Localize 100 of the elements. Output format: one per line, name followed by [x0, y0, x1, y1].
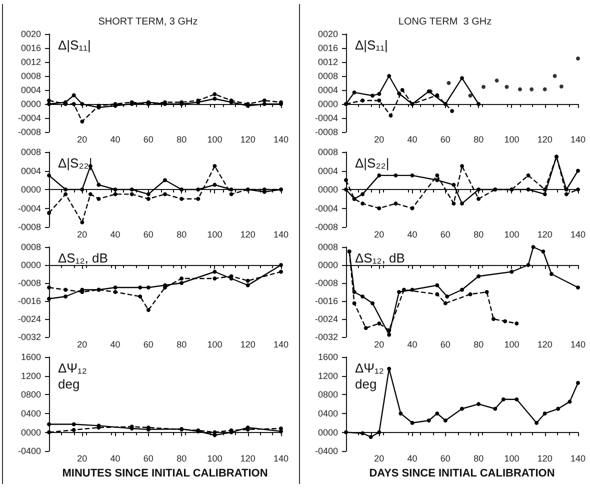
y-tick-label: 0008	[318, 242, 338, 252]
y-tick-label: -0008	[18, 278, 41, 288]
y-tick-label: 0000	[318, 427, 338, 438]
y-tick-label: -0400	[314, 446, 338, 456]
y-tick-label: 1600	[318, 352, 338, 362]
x-tick-label: 60	[440, 230, 450, 240]
x-tick-label: 140	[273, 340, 289, 350]
y-tick-label: 0000	[20, 260, 41, 270]
chart-title: Δ|S₂₂|	[355, 156, 390, 170]
x-tick-label: 60	[440, 134, 450, 144]
y-tick-label: 0008	[318, 71, 338, 81]
y-tick-label: 0004	[20, 85, 41, 95]
y-tick-label: 0012	[20, 57, 41, 67]
y-tick-label: -0008	[314, 278, 338, 288]
y-tick-label: 0000	[318, 99, 338, 109]
x-tick-label: 120	[240, 134, 256, 144]
x-tick-label: 40	[110, 454, 120, 464]
x-tick-label: 140	[570, 230, 586, 240]
x-tick-label: 20	[374, 454, 384, 464]
x-tick-label: 80	[176, 134, 187, 144]
x-tick-label: 140	[273, 454, 289, 464]
y-tick-label: -0008	[18, 127, 41, 137]
y-tick-label: 0016	[20, 43, 41, 53]
y-tick-label: -0032	[314, 332, 338, 342]
x-tick-label: 140	[570, 134, 586, 144]
x-tick-label: 120	[240, 454, 256, 464]
chart-title: Δ|S₁₁|	[355, 38, 388, 52]
x-tick-label: 120	[240, 230, 256, 240]
x-tick-label: 120	[240, 340, 256, 350]
x-tick-label: 20	[374, 340, 384, 350]
y-tick-label: 0012	[318, 57, 338, 67]
y-tick-label: 0000	[318, 184, 338, 194]
x-tick-label: 60	[143, 230, 154, 240]
x-tick-label: 40	[407, 230, 418, 240]
x-tick-label: 100	[504, 134, 520, 144]
y-tick-label: 0004	[20, 166, 41, 176]
x-tick-label: 120	[537, 340, 552, 350]
chart-title: ΔS₁₂, dB	[355, 250, 405, 266]
chart-subtitle: SHORT TERM, 3 GHz	[98, 16, 198, 28]
x-tick-label: 80	[474, 340, 484, 350]
y-tick-label: -0032	[18, 332, 41, 342]
text: ΔΨ₁₂ deg	[58, 360, 87, 392]
x-tick-label: 60	[143, 340, 154, 350]
x-tick-label: 60	[143, 454, 154, 464]
x-tick-label: 40	[110, 134, 120, 144]
y-tick-label: 0000	[20, 184, 41, 194]
y-tick-label: -0016	[314, 296, 338, 306]
x-tick-label: 80	[474, 134, 484, 144]
text: ΔΨ₁₂ deg	[355, 360, 384, 392]
x-tick-label: 60	[440, 340, 450, 350]
x-tick-label: 120	[537, 230, 552, 240]
y-tick-label: -0400	[18, 446, 41, 456]
y-tick-label: 0020	[318, 29, 338, 39]
y-tick-label: -0024	[18, 314, 41, 324]
x-tick-label: 100	[207, 454, 222, 464]
y-tick-label: 0016	[318, 43, 338, 53]
y-tick-label: -0004	[18, 113, 41, 123]
x-tick-label: 140	[273, 134, 289, 144]
y-tick-label: 1200	[318, 370, 338, 381]
x-tick-label: 40	[407, 134, 418, 144]
y-tick-label: -0008	[314, 222, 338, 232]
y-tick-label: 0004	[318, 85, 338, 95]
y-tick-label: -0024	[314, 314, 338, 324]
x-tick-label: 80	[474, 230, 484, 240]
y-tick-label: 0008	[20, 71, 41, 81]
y-tick-label: 0800	[20, 390, 41, 400]
y-tick-label: 1200	[20, 370, 41, 381]
y-tick-label: 0800	[318, 390, 338, 400]
y-tick-label: 0400	[318, 408, 338, 418]
y-tick-label: 0000	[20, 427, 41, 438]
y-tick-label: -0016	[18, 296, 41, 306]
x-tick-label: 80	[176, 230, 187, 240]
x-tick-label: 20	[374, 134, 384, 144]
x-tick-label: 20	[77, 134, 88, 144]
x-tick-label: 40	[407, 454, 418, 464]
y-tick-label: 0008	[318, 147, 338, 157]
x-tick-label: 80	[176, 340, 187, 350]
y-tick-label: -0004	[314, 113, 338, 123]
x-tick-label: 100	[207, 340, 222, 350]
y-tick-label: -0004	[314, 203, 338, 214]
chart-title: ΔS₁₂, dB	[58, 250, 108, 266]
x-tick-label: 60	[143, 134, 154, 144]
x-axis-title: DAYS SINCE INITIAL CALIBRATION	[369, 468, 555, 480]
chart-subtitle: LONG TERM 3 GHz	[398, 16, 492, 28]
y-tick-label: 0000	[20, 99, 41, 109]
x-tick-label: 120	[537, 134, 552, 144]
x-tick-label: 80	[176, 454, 187, 464]
x-tick-label: 100	[207, 134, 222, 144]
x-tick-label: 20	[77, 340, 88, 350]
x-tick-label: 40	[110, 230, 120, 240]
y-tick-label: 1600	[20, 352, 41, 362]
x-tick-label: 40	[407, 340, 418, 350]
x-axis-title: MINUTES SINCE INITIAL CALIBRATION	[62, 468, 268, 480]
x-tick-label: 140	[570, 454, 586, 464]
chart-title: Δ|S₂₂|	[58, 156, 92, 170]
y-tick-label: 0400	[20, 408, 41, 418]
x-tick-label: 100	[504, 230, 520, 240]
x-tick-label: 20	[77, 230, 88, 240]
x-tick-label: 20	[374, 230, 384, 240]
x-tick-label: 140	[273, 230, 289, 240]
